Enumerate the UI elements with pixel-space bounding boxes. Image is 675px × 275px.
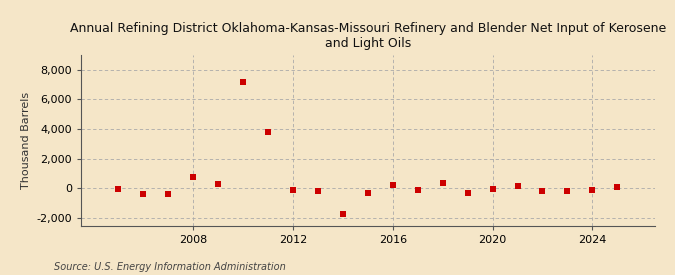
Title: Annual Refining District Oklahoma-Kansas-Missouri Refinery and Blender Net Input: Annual Refining District Oklahoma-Kansas… bbox=[70, 22, 666, 50]
Point bbox=[612, 185, 623, 189]
Point bbox=[512, 184, 523, 188]
Point bbox=[537, 189, 548, 194]
Point bbox=[487, 187, 498, 191]
Point bbox=[313, 189, 323, 194]
Point bbox=[562, 188, 573, 193]
Point bbox=[238, 79, 248, 84]
Point bbox=[437, 180, 448, 185]
Point bbox=[412, 188, 423, 192]
Point bbox=[387, 183, 398, 188]
Point bbox=[138, 191, 148, 196]
Point bbox=[462, 191, 473, 195]
Y-axis label: Thousand Barrels: Thousand Barrels bbox=[21, 92, 31, 189]
Point bbox=[213, 182, 223, 186]
Text: Source: U.S. Energy Information Administration: Source: U.S. Energy Information Administ… bbox=[54, 262, 286, 272]
Point bbox=[263, 130, 273, 134]
Point bbox=[288, 188, 298, 192]
Point bbox=[587, 188, 598, 192]
Point bbox=[362, 191, 373, 195]
Point bbox=[188, 174, 198, 179]
Point bbox=[113, 187, 124, 191]
Point bbox=[163, 191, 173, 196]
Point bbox=[338, 211, 348, 216]
